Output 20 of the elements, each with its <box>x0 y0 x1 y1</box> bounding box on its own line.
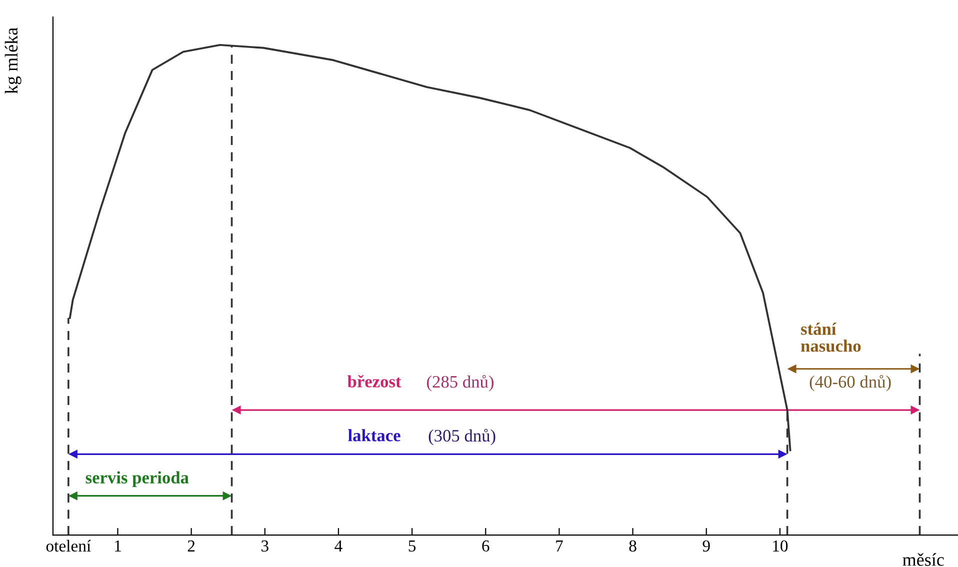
x-tick-label: 10 <box>773 540 788 552</box>
x-tick-label: otelení <box>46 540 91 552</box>
annotation: (305 dnů) <box>428 428 496 446</box>
annotation: březost <box>347 375 402 388</box>
x-tick-label: 1 <box>115 540 121 552</box>
x-tick-label: 6 <box>482 540 490 552</box>
annotation: laktace <box>348 429 400 442</box>
annotation: (285 dnů) <box>427 374 494 392</box>
x-tick-label: 4 <box>334 540 342 552</box>
x-tick-label: 7 <box>556 540 563 552</box>
x-tick-label: 9 <box>702 540 710 552</box>
x-tick-label: 2 <box>188 540 195 552</box>
x-tick-label: 8 <box>629 540 636 552</box>
annotation: stání nasucho <box>800 322 861 352</box>
annotation: servis perioda <box>86 471 189 488</box>
y-axis-title: kg mléka <box>4 28 22 94</box>
x-tick-label: 5 <box>408 540 416 552</box>
x-tick-label: 3 <box>262 540 268 552</box>
annotation: (40-60 dnů) <box>810 374 891 392</box>
x-axis-title: měsíc <box>902 553 944 566</box>
